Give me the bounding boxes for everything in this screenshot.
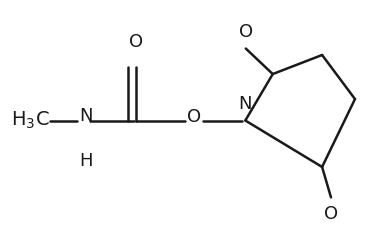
Text: N: N <box>239 95 252 113</box>
Text: O: O <box>239 23 253 41</box>
Text: H$_3$C: H$_3$C <box>11 110 50 131</box>
Text: H: H <box>80 152 93 170</box>
Text: O: O <box>129 33 143 51</box>
Text: O: O <box>324 205 338 223</box>
Text: N: N <box>80 107 93 125</box>
Text: O: O <box>187 108 201 126</box>
